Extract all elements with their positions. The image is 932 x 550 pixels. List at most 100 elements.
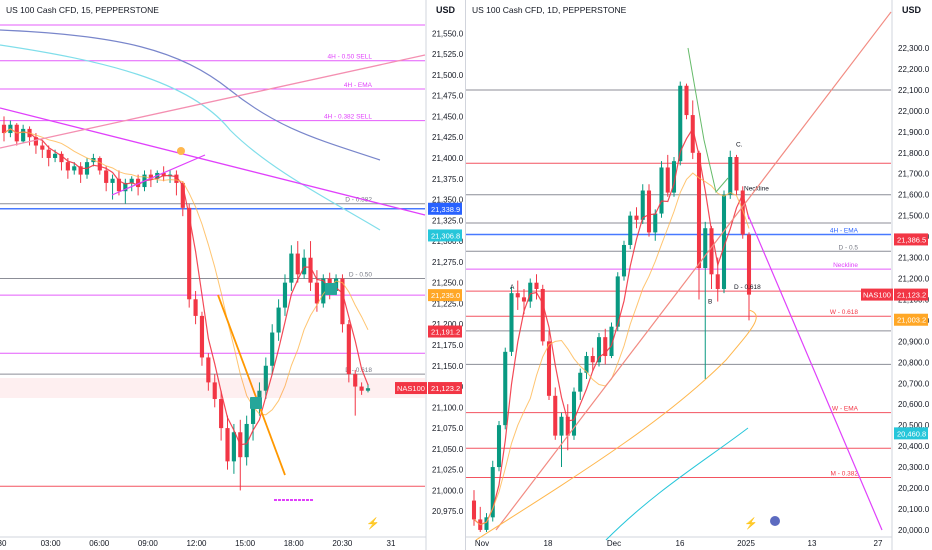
candle-body	[609, 326, 614, 357]
y-tick-label: 21,450.0	[432, 112, 464, 121]
candle-body	[528, 282, 533, 302]
candle-body	[490, 467, 495, 518]
chart-pane-15m[interactable]: 21,550.0 21,525.0 21,500.0 21,475.0 21,450.0…	[0, 0, 466, 550]
candle-body	[110, 178, 115, 183]
chart-annotation: D - 0.618	[734, 284, 761, 291]
candle-body	[231, 432, 236, 462]
symbol-tag-label: NAS100	[863, 291, 891, 300]
moving-average-fast	[473, 127, 750, 526]
x-tick-label: 27	[874, 539, 883, 548]
price-tag	[428, 289, 462, 302]
weekly-ema-curve	[475, 309, 757, 541]
y-tick-label: 20,000.0	[898, 526, 930, 535]
candle-body	[471, 500, 477, 520]
candle-body	[540, 288, 545, 342]
symbol-tag-label: NAS100	[397, 384, 425, 393]
candle-body	[503, 351, 508, 426]
projection-line	[747, 214, 883, 531]
chart-1d-canvas[interactable]: 22,300.0 22,200.0 22,100.0 22,000.0 21,900.0…	[466, 0, 932, 550]
currency-label: USD	[902, 5, 922, 15]
candle-body	[653, 213, 658, 233]
x-tick-label: Nov	[475, 539, 489, 548]
price-tag	[428, 229, 462, 242]
candle-body	[709, 228, 714, 275]
y-tick-label: 21,025.0	[432, 466, 464, 475]
level-label: D - 0.50	[349, 272, 373, 279]
candle-body	[346, 324, 351, 375]
candle-body	[728, 156, 733, 195]
level-label: Neckline	[833, 262, 858, 269]
candle-body	[353, 374, 358, 387]
y-tick-label: 20,975.0	[432, 507, 464, 516]
candle-body	[97, 157, 102, 171]
y-tick-label: 21,200.0	[898, 275, 930, 284]
y-tick-label: 20,100.0	[898, 505, 930, 514]
x-tick-label: 30	[0, 539, 7, 548]
candle-body	[521, 297, 527, 302]
candle-body	[721, 194, 727, 289]
candle-body	[484, 517, 489, 530]
y-tick-label: 20,600.0	[898, 400, 930, 409]
level-label: W - 0.618	[830, 309, 859, 316]
y-tick-label: 22,100.0	[898, 86, 930, 95]
candle-body	[270, 332, 275, 366]
chart-15m-canvas[interactable]: 21,550.0 21,525.0 21,500.0 21,475.0 21,450.0…	[0, 0, 466, 550]
candle-body	[1, 124, 7, 134]
lightning-icon: ⚡	[744, 517, 758, 530]
chart-title: US 100 Cash CFD, 1D, PEPPERSTONE	[472, 5, 627, 15]
candle-body	[314, 282, 319, 304]
candle-body	[640, 190, 645, 220]
candle-body	[206, 357, 211, 383]
candle-body	[308, 257, 313, 283]
chart-annotation: A	[510, 284, 515, 291]
level-label: D - 0.618	[345, 367, 372, 374]
us-flag-icon	[770, 516, 780, 526]
y-tick-label: 21,350.0	[432, 196, 464, 205]
candle-body	[40, 145, 45, 150]
event-dot-icon	[177, 147, 185, 155]
moving-average-slow	[3, 128, 369, 416]
chart-annotation: B	[708, 299, 712, 306]
price-tag-value: 21,003.2	[897, 316, 926, 325]
candle-body	[571, 391, 577, 436]
candle-body	[193, 299, 198, 316]
price-tag-value: 21,386.5	[897, 235, 926, 244]
y-tick-label: 21,050.0	[432, 445, 464, 454]
price-tag	[894, 288, 928, 301]
candle-body	[123, 182, 128, 192]
y-tick-label: 21,150.0	[432, 362, 464, 371]
price-tag-value: 21,338.9	[431, 205, 460, 214]
price-tag	[428, 325, 462, 338]
price-tag	[428, 382, 462, 395]
y-tick-label: 21,300.0	[898, 254, 930, 263]
candle-body	[212, 382, 217, 400]
rising-trendline	[495, 11, 892, 531]
candle-body	[46, 149, 51, 158]
symbol-tag	[861, 288, 893, 301]
candle-body	[690, 115, 695, 153]
candle-body	[596, 337, 602, 363]
symbol-tag	[395, 382, 427, 395]
candle-body	[590, 356, 595, 363]
candle-body	[340, 278, 345, 325]
y-tick-label: 21,500.0	[898, 212, 930, 221]
candle-body	[59, 153, 64, 163]
candle-body	[65, 162, 70, 171]
y-tick-label: 21,800.0	[898, 149, 930, 158]
candle-body	[129, 178, 134, 183]
x-tick-label: 12:00	[186, 539, 207, 548]
candle-body	[678, 85, 683, 162]
candle-body	[634, 215, 639, 220]
candle-body	[295, 253, 300, 275]
candle-body	[321, 278, 326, 304]
chart-pane-1d[interactable]: 22,300.0 22,200.0 22,100.0 22,000.0 21,900.0…	[466, 0, 932, 550]
candle-body	[53, 153, 58, 158]
candle-body	[715, 274, 720, 289]
pattern-path	[687, 47, 729, 194]
candle-body	[696, 152, 702, 269]
y-tick-label: 21,075.0	[432, 424, 464, 433]
y-tick-label: 21,200.0	[432, 320, 464, 329]
y-tick-label: 21,475.0	[432, 92, 464, 101]
y-tick-label: 21,500.0	[432, 71, 464, 80]
candle-body	[263, 365, 268, 391]
